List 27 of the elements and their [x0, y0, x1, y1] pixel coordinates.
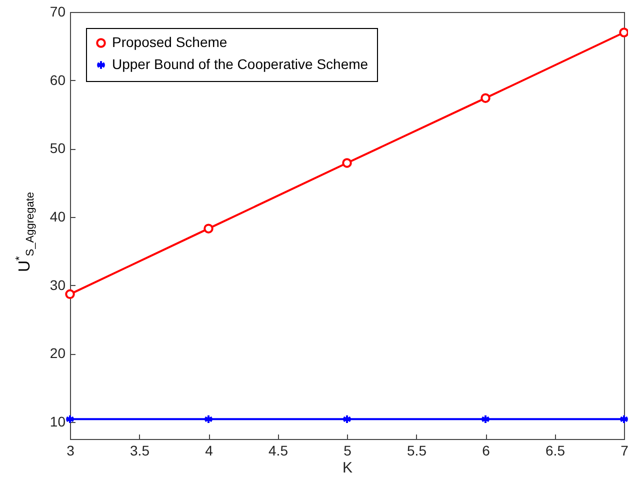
x-tick-label: 6.5 — [546, 442, 566, 458]
x-tick-label: 4.5 — [268, 442, 288, 458]
x-tick-label: 4 — [205, 442, 214, 458]
legend-label: Proposed Scheme — [112, 34, 228, 50]
x-tick-label: 6 — [482, 442, 490, 458]
y-tick-label: 20 — [50, 345, 66, 362]
point — [204, 224, 214, 234]
x-tick-label: 5.5 — [407, 442, 427, 458]
x-tick-label: 3.5 — [130, 442, 150, 458]
point — [619, 28, 628, 38]
point — [342, 158, 352, 168]
point — [342, 414, 352, 424]
y-tick-label: 10 — [50, 413, 66, 430]
legend-label: Upper Bound of the Cooperative Scheme — [112, 56, 368, 72]
x-tick-label: 7 — [620, 442, 629, 458]
y-tick-label: 60 — [50, 72, 66, 88]
point — [480, 414, 490, 424]
point — [204, 414, 214, 424]
y-tick-label: 30 — [50, 276, 66, 293]
y-tick-label: 70 — [50, 4, 66, 20]
x-tick-label: 5 — [344, 442, 352, 458]
point — [65, 289, 75, 300]
y-tick-label: 50 — [50, 140, 66, 156]
x-tick-label: 3 — [66, 442, 75, 458]
x-axis-title: K — [342, 460, 353, 476]
y-tick-label: 40 — [50, 208, 66, 224]
point — [480, 93, 490, 103]
